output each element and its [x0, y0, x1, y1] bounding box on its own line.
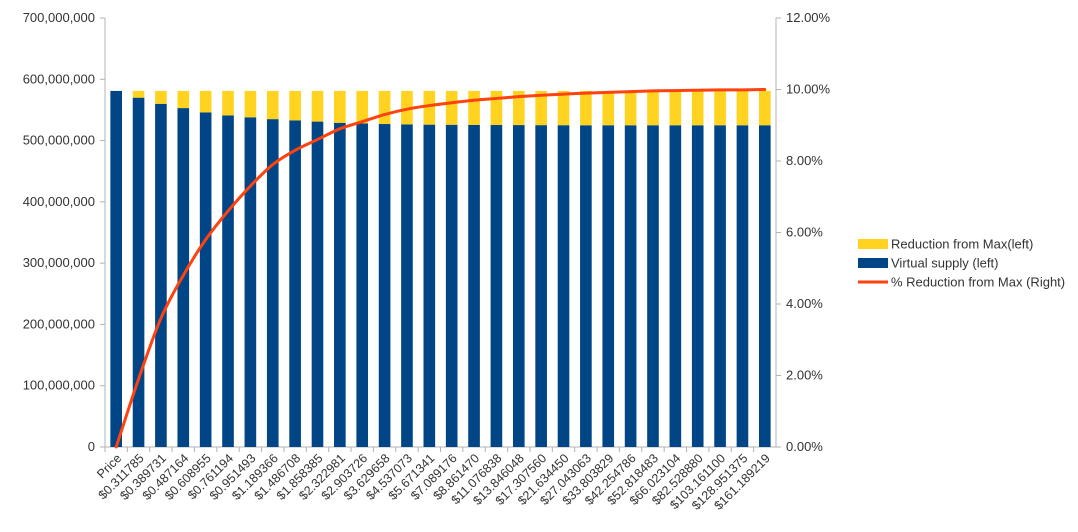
bar-virtual-supply	[468, 124, 480, 447]
bar-reduction-from-max	[669, 90, 682, 126]
left-axis-tick-label: 400,000,000	[23, 194, 95, 209]
right-axis-tick-label: 6.00%	[786, 225, 823, 240]
left-axis-tick-label: 0	[88, 439, 95, 454]
bar-virtual-supply	[222, 115, 234, 448]
bar-reduction-from-max	[378, 90, 391, 125]
left-axis-tick-label: 700,000,000	[23, 10, 95, 25]
bar-virtual-supply	[647, 125, 659, 447]
bar-reduction-from-max	[311, 90, 324, 122]
bar-virtual-supply	[669, 125, 682, 447]
bar-virtual-supply	[759, 125, 771, 447]
bar-virtual-supply	[691, 125, 704, 447]
right-axis-tick-label: 10.00%	[786, 82, 831, 97]
bar-reduction-from-max	[445, 90, 458, 125]
legend-label: % Reduction from Max (Right)	[891, 275, 1065, 290]
bar-reduction-from-max	[244, 90, 257, 118]
bar-reduction-from-max	[289, 90, 301, 121]
bar-reduction-from-max	[602, 90, 615, 126]
bar-virtual-supply	[580, 125, 592, 447]
bar-reduction-from-max	[647, 90, 659, 126]
bar-virtual-supply	[512, 125, 525, 448]
bar-virtual-supply	[155, 103, 167, 448]
bar-virtual-supply	[334, 122, 346, 447]
bar-virtual-supply	[132, 97, 145, 448]
legend-swatch-bar	[858, 239, 888, 249]
bar-reduction-from-max	[423, 90, 436, 125]
legend-label: Reduction from Max(left)	[891, 237, 1033, 252]
bar-virtual-supply	[311, 121, 324, 447]
bar-reduction-from-max	[557, 90, 570, 126]
bar-reduction-from-max	[177, 90, 190, 109]
bar-reduction-from-max	[356, 90, 369, 124]
bar-virtual-supply	[199, 112, 212, 447]
right-axis-tick-label: 4.00%	[786, 296, 823, 311]
bar-reduction-from-max	[736, 90, 749, 126]
right-axis-tick-label: 8.00%	[786, 153, 823, 168]
bar-reduction-from-max	[266, 90, 279, 120]
bar-virtual-supply	[535, 125, 547, 447]
bar-virtual-supply	[602, 125, 615, 447]
bar-reduction-from-max	[759, 90, 771, 126]
bar-reduction-from-max	[334, 90, 346, 123]
bar-virtual-supply	[714, 125, 726, 447]
bar-virtual-supply	[557, 125, 570, 447]
bar-virtual-supply	[624, 125, 637, 447]
bar-reduction-from-max	[714, 90, 726, 126]
bar-reduction-from-max	[580, 90, 592, 126]
bar-virtual-supply	[110, 90, 122, 448]
right-axis-tick-label: 0.00%	[786, 439, 823, 454]
left-axis-tick-label: 100,000,000	[23, 378, 95, 393]
bar-reduction-from-max	[132, 90, 145, 98]
bar-reduction-from-max	[490, 90, 503, 126]
bar-virtual-supply	[423, 124, 436, 447]
legend-swatch-bar	[858, 258, 888, 268]
bar-virtual-supply	[244, 117, 257, 447]
bar-virtual-supply	[289, 120, 301, 448]
bar-reduction-from-max	[535, 90, 547, 126]
bar-reduction-from-max	[222, 90, 234, 116]
bar-reduction-from-max	[468, 90, 480, 125]
bar-reduction-from-max	[199, 90, 212, 113]
left-axis-tick-label: 500,000,000	[23, 133, 95, 148]
bar-virtual-supply	[401, 124, 413, 447]
line-reduction-percent	[114, 88, 767, 449]
bar-virtual-supply	[736, 125, 749, 447]
left-axis-tick-label: 200,000,000	[23, 316, 95, 331]
bar-virtual-supply	[445, 124, 458, 448]
right-axis-tick-label: 12.00%	[786, 10, 831, 25]
bar-virtual-supply	[490, 125, 503, 448]
bar-virtual-supply	[266, 119, 279, 447]
bar-virtual-supply	[356, 123, 369, 447]
bar-reduction-from-max	[691, 90, 704, 126]
legend-label: Virtual supply (left)	[891, 256, 998, 271]
right-axis-tick-label: 2.00%	[786, 368, 823, 383]
bar-reduction-from-max	[512, 90, 525, 126]
left-axis-tick-label: 600,000,000	[23, 71, 95, 86]
left-axis-tick-label: 300,000,000	[23, 255, 95, 270]
bar-reduction-from-max	[155, 90, 167, 104]
bar-reduction-from-max	[401, 90, 413, 125]
bar-virtual-supply	[378, 124, 391, 447]
bar-reduction-from-max	[624, 90, 637, 126]
